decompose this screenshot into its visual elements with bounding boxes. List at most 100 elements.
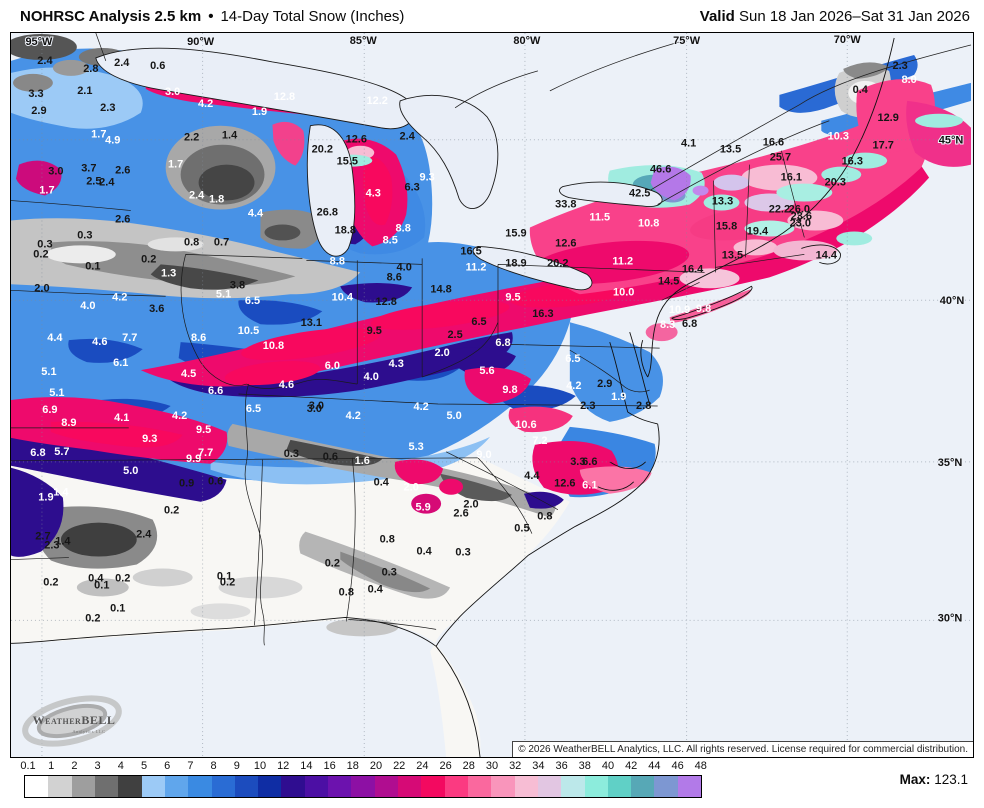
map-value-label: 15.5 <box>337 156 358 168</box>
map-value-label: 2.9 <box>31 105 46 117</box>
map-value-label: 2.0 <box>34 282 49 294</box>
map-value-label: 12.2 <box>367 95 388 107</box>
snow-value-labels: 2.42.8 2.4 0.63.3 2.1 3.04.22.9 2.31.74.9 2.2 1… <box>28 55 916 624</box>
longitude-label: 75°W <box>673 35 701 47</box>
map-value-label: 9.8 <box>696 303 711 315</box>
map-value-label: 6.5 <box>565 353 580 365</box>
map-value-label: 6.5 <box>471 316 486 328</box>
map-value-label: 4.1 <box>681 138 696 150</box>
copyright-notice: © 2026 WeatherBELL Analytics, LLC. All r… <box>512 741 973 757</box>
colorbar-tick: 42 <box>625 760 638 772</box>
map-value-label: 0.5 <box>514 523 529 535</box>
map-value-label: 0.2 <box>33 248 48 260</box>
weatherbell-logo-icon: WeatherBELL Analytics LLC <box>22 695 122 747</box>
map-value-label: 4.0 <box>80 300 95 312</box>
map-value-label: 10.4 <box>332 291 354 303</box>
map-value-label: 0.7 <box>214 236 229 248</box>
map-value-label: 14.8 <box>430 283 451 295</box>
map-value-label: 2.5 <box>447 329 462 341</box>
map-value-label: 4.2 <box>566 380 581 392</box>
colorbar-segment <box>374 776 398 797</box>
map-value-label: 0.2 <box>164 505 179 517</box>
valid-label: Valid <box>699 7 735 25</box>
map-value-label: 4.3 <box>389 358 404 370</box>
map-value-label: 2.6 <box>115 165 130 177</box>
colorbar-tick: 10 <box>253 760 267 772</box>
colorbar-segment <box>444 776 468 797</box>
colorbar-tick: 4 <box>117 760 124 772</box>
map-value-label: 18.8 <box>335 224 356 236</box>
map-value-label: 5.3 <box>409 441 424 453</box>
latitude-label: 35°N <box>938 457 963 469</box>
product-subtitle: 14-Day Total Snow (Inches) <box>220 7 405 25</box>
map-value-label: 8.0 <box>902 74 917 86</box>
colorbar-tick: 24 <box>416 760 429 772</box>
map-value-label: 20.2 <box>547 257 568 269</box>
map-value-label: 2.2 <box>184 132 199 144</box>
map-value-label: 7.2 <box>532 435 547 447</box>
colorbar-segment <box>467 776 492 797</box>
map-value-label: 5.1 <box>216 288 231 300</box>
map-value-label: 8.5 <box>383 234 398 246</box>
map-value-label: 3.0 <box>48 166 63 178</box>
map-value-label: 9.5 <box>196 424 211 436</box>
map-value-label: 4.4 <box>248 207 264 219</box>
map-value-label: 0.3 <box>455 547 470 559</box>
product-name: NOHRSC Analysis 2.5 km <box>20 7 202 25</box>
colorbar-tick: 6 <box>164 760 171 772</box>
max-label: Max: <box>899 772 931 787</box>
map-value-label: 0.4 <box>417 546 433 558</box>
map-value-label: 0.2 <box>220 576 235 588</box>
map-value-label: 11.2 <box>612 255 633 267</box>
map-value-label: 11.5 <box>589 211 610 223</box>
map-value-label: 4.6 <box>92 336 107 348</box>
map-value-label: 16.4 <box>682 263 704 275</box>
map-value-label: 16.5 <box>460 245 481 257</box>
map-value-label: 2.5 <box>86 176 101 188</box>
map-value-label: 0.3 <box>382 567 397 579</box>
map-value-label: 4.9 <box>105 135 120 147</box>
colorbar-segment <box>188 776 212 797</box>
logo-text: WeatherBELL <box>33 713 116 727</box>
map-value-label: 10.9 <box>669 304 690 316</box>
map-value-label: 6.5 <box>245 295 260 307</box>
colorbar-tick: 2 <box>71 760 78 772</box>
colorbar-segment <box>631 776 655 797</box>
map-value-label: 14.5 <box>658 275 679 287</box>
map-value-label: 10.3 <box>828 131 849 143</box>
map-value-label: 0.8 <box>184 236 199 248</box>
colorbar-tick: 22 <box>393 760 406 772</box>
max-value: Max: 123.1 <box>900 772 968 787</box>
map-value-label: 5.9 <box>416 502 431 514</box>
colorbar-segment <box>118 776 142 797</box>
map-value-label: 0.2 <box>115 572 130 584</box>
colorbar-segment <box>537 776 562 797</box>
map-value-label: 15.9 <box>505 227 526 239</box>
map-value-label: 1.4 <box>53 487 69 499</box>
snow-map: 95°W 90°W 85°W 80°W 75°W 70°W 45°N 40°N 35°N 30°… <box>11 33 973 757</box>
colorbar-tick: 16 <box>323 760 336 772</box>
colorbar-tick: 26 <box>439 760 452 772</box>
map-value-label: 13.1 <box>301 317 322 329</box>
map-value-label: 2.3 <box>893 60 908 72</box>
map-value-label: 2.1 <box>77 85 92 97</box>
colorbar-tick: 40 <box>601 760 615 772</box>
map-value-label: 6.0 <box>325 360 340 372</box>
colorbar-segment <box>421 776 445 797</box>
map-value-label: 6.8 <box>495 337 510 349</box>
latitude-label: 40°N <box>940 295 965 307</box>
map-value-label: 4.1 <box>114 412 129 424</box>
map-value-label: 0.3 <box>284 448 299 460</box>
map-value-label: 1.9 <box>252 106 267 118</box>
map-value-label: 6.3 <box>405 182 420 194</box>
map-value-label: 8.8 <box>330 255 345 267</box>
map-value-label: 7.7 <box>122 332 137 344</box>
weatherbell-logo: WeatherBELL Analytics LLC <box>17 693 157 753</box>
colorbar-segment <box>654 776 678 797</box>
map-value-label: 2.0 <box>463 499 478 511</box>
colorbar-segment <box>584 776 608 797</box>
map-value-label: 0.1 <box>217 570 232 582</box>
map-value-label: 8.8 <box>396 222 411 234</box>
map-value-label: 9.5 <box>505 291 520 303</box>
state-borders <box>11 33 805 646</box>
